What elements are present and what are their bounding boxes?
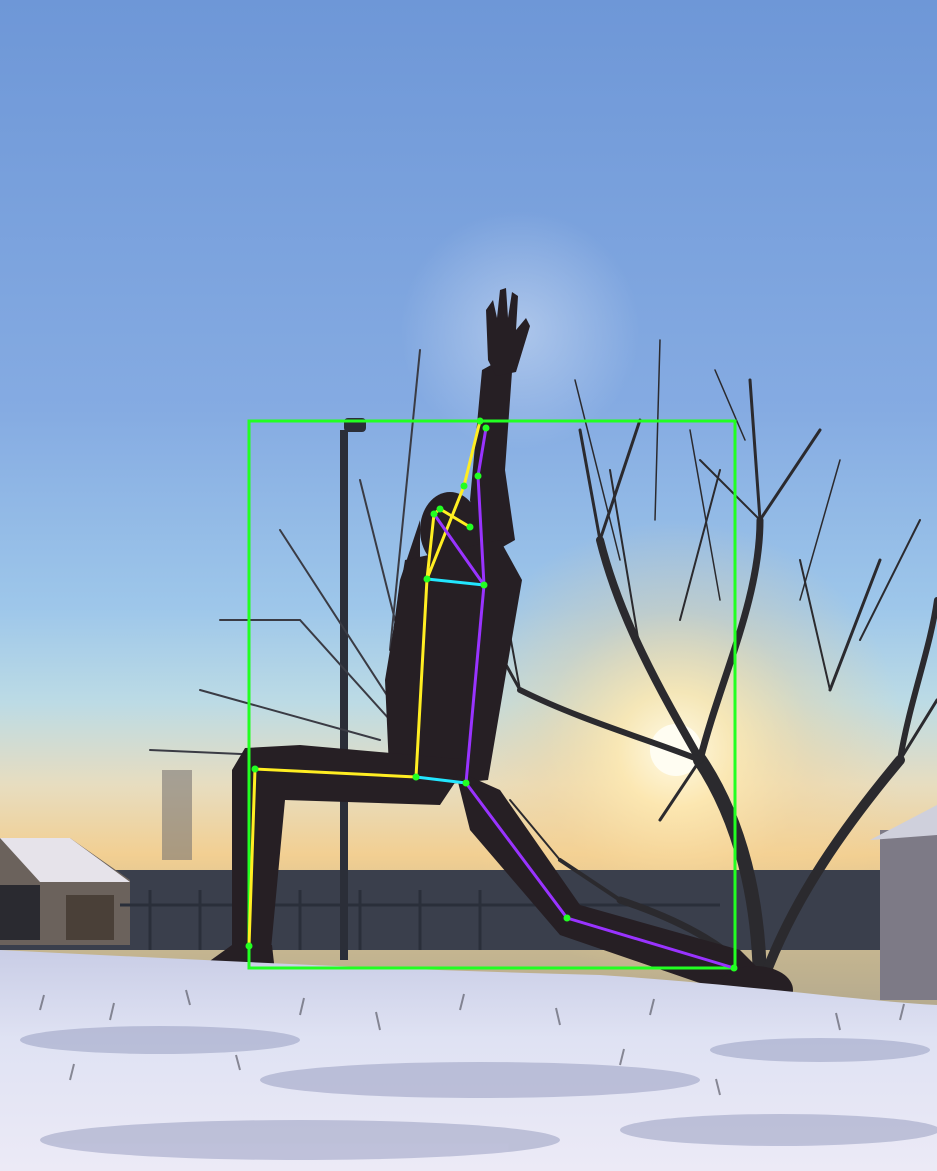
keypoint-right-elbow	[474, 472, 482, 480]
keypoint-eye	[430, 510, 438, 518]
shoulder-link	[425, 577, 486, 587]
keypoint-left-elbow	[460, 482, 468, 490]
keypoint-right-wrist	[482, 424, 490, 432]
bare-tree	[468, 339, 937, 997]
keypoint-left-ankle	[245, 942, 253, 950]
hip-link	[414, 775, 468, 785]
right-face-bone	[432, 512, 486, 587]
fence	[120, 890, 720, 950]
keypoint-left-wrist	[476, 417, 484, 425]
keypoint-right-shoulder	[480, 581, 488, 589]
keypoint-right-ankle	[730, 964, 738, 972]
snow-ground	[0, 950, 937, 1171]
skeleton-cross-links	[414, 577, 486, 785]
keypoint-left-shoulder	[423, 575, 431, 583]
keypoints	[245, 417, 738, 972]
grass-blades	[39, 989, 905, 1096]
snow-shadows	[20, 1026, 937, 1160]
keypoint-nose	[436, 505, 444, 513]
keypoint-left-knee	[251, 765, 259, 773]
right-torso-bone	[464, 583, 486, 785]
keypoint-right-hip	[462, 779, 470, 787]
keypoint-left-hip	[412, 773, 420, 781]
keypoint-right-knee	[563, 914, 571, 922]
pose-bounding-box	[247, 419, 737, 970]
keypoint-ear	[466, 523, 474, 531]
left-face-bone	[425, 507, 472, 581]
left-torso-bone	[414, 577, 429, 779]
